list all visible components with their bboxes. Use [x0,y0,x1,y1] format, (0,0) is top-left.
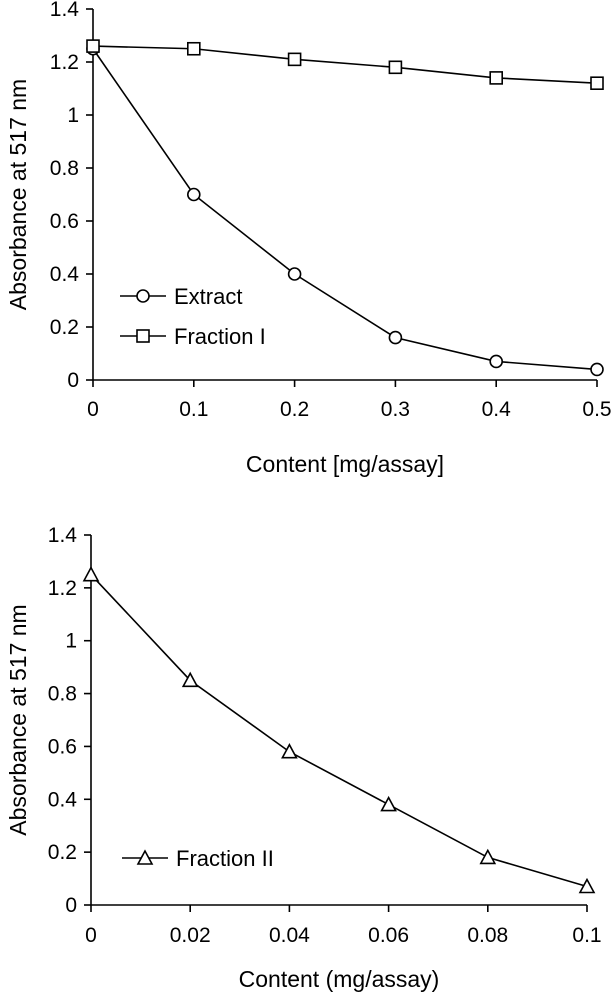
x-tick-label: 0.3 [381,398,410,421]
x-tick-label: 0.1 [179,398,208,421]
y-tick-label: 1.2 [50,51,79,74]
y-tick-label: 0.6 [50,210,79,233]
series-line-circle [92,48,598,371]
x-tick-label: 0.4 [482,398,512,421]
series-line-square [92,45,598,84]
data-point-square [590,76,604,90]
y-tick-label: 1 [65,630,77,653]
data-point-triangle [380,795,397,812]
data-point-square [287,52,302,67]
y-tick-label: 0.2 [50,316,79,339]
data-point-circle [388,330,403,345]
legend-marker-square [136,329,150,343]
y-tick-label: 0 [65,894,77,917]
y-axis-title: Absorbance at 517 nm [5,79,31,310]
x-tick-label: 0.1 [572,924,601,947]
y-tick-label: 0.8 [50,157,79,180]
x-tick-label: 0 [85,924,97,947]
y-tick-label: 0.4 [50,263,80,286]
y-tick-label: 0.6 [48,735,77,758]
data-point-circle [590,362,604,377]
x-tick-label: 0.08 [467,924,508,947]
y-tick-label: 1.4 [50,0,80,21]
legend-label: Fraction II [176,846,274,871]
legend-label: Extract [174,284,242,309]
y-tick-label: 0.8 [48,683,77,706]
x-axis-title: Content [mg/assay] [246,451,444,477]
series-line-triangle [90,574,588,888]
data-point-square [489,71,504,85]
legend-marker-triangle [136,849,154,865]
data-point-triangle [181,671,199,688]
data-point-triangle [281,743,298,759]
data-point-circle [287,267,302,281]
data-point-triangle [578,877,596,894]
x-tick-label: 0.02 [170,924,211,947]
y-tick-label: 1.4 [48,524,78,547]
legend-label: Fraction I [174,324,266,349]
data-point-circle [489,354,504,369]
y-tick-label: 0 [67,369,79,392]
data-point-circle [187,187,201,202]
data-point-square [187,41,201,56]
y-tick-label: 1 [67,104,79,127]
y-tick-label: 0.4 [48,788,78,811]
x-tick-label: 0 [87,398,99,421]
x-tick-label: 0.5 [582,398,611,421]
legend-marker-circle [136,289,150,303]
chart-bottom-panel: 0 0.2 0.4 0.6 0.8 1 1.2 1.4 0 0.02 0.04 0.06 0.08 0.1… [5,524,602,992]
data-point-square [388,60,403,75]
x-axis-title: Content (mg/assay) [239,966,440,992]
x-tick-label: 0.04 [269,924,310,947]
y-tick-label: 0.2 [48,841,77,864]
x-tick-label: 0.06 [368,924,409,947]
y-axis-title: Absorbance at 517 nm [5,604,31,835]
x-tick-label: 0.2 [280,398,309,421]
chart-top-panel: 0 0.2 0.4 0.6 0.8 1 1.2 1.4 0 0.1 0.2 0.3 0.4 0.5 Cont… [5,0,612,477]
y-tick-label: 1.2 [48,577,77,600]
data-point-triangle [479,848,497,865]
data-point-square [86,39,100,53]
data-point-triangle [82,565,100,582]
